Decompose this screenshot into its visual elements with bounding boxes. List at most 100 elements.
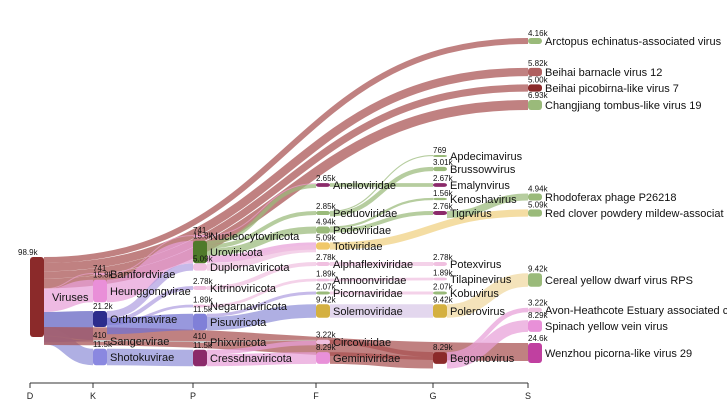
node-sangervirae[interactable]: [93, 340, 107, 342]
link-kitrinoviricota-to-alphaflexiviridae[interactable]: [206, 262, 317, 290]
node-negarnaviricota[interactable]: [193, 304, 207, 308]
node-tigrvirus[interactable]: [433, 211, 447, 215]
node-value-pisuviricota: 11.5k: [193, 305, 213, 314]
link-pisuviricota-to-solemoviridae[interactable]: [206, 304, 317, 331]
node-value-brussowvirus: 3.01k: [433, 158, 454, 167]
link-nucleocytoviricota-to-anelloviridae[interactable]: [206, 183, 317, 237]
node-polerovirus[interactable]: [433, 304, 447, 318]
node-emalynvirus[interactable]: [433, 183, 447, 187]
axis-label-K: K: [90, 391, 96, 401]
link-begomovirus-to-spinach-yellow[interactable]: [446, 320, 529, 369]
link-geminiviridae-to-begomovirus[interactable]: [329, 352, 434, 369]
node-solemoviridae[interactable]: [316, 304, 330, 318]
node-label-anelloviridae: Anelloviridae: [333, 180, 396, 192]
node-label-beihai-picobirna: Beihai picobirna-like virus 7: [545, 83, 679, 95]
link-cressdnaviricota-to-geminiviridae[interactable]: [206, 352, 317, 367]
link-phixviricota-to-circoviridae[interactable]: [206, 339, 317, 342]
node-circoviridae[interactable]: [316, 339, 330, 345]
node-label-bamfordvirae: Bamfordvirae: [110, 269, 175, 281]
link-amnoonviridae-to-tilapinevirus[interactable]: [329, 277, 434, 282]
node-cressdnaviricota[interactable]: [193, 349, 207, 367]
node-viruses[interactable]: [30, 257, 44, 337]
node-apdecimavirus[interactable]: [433, 155, 447, 157]
node-kobuvirus[interactable]: [433, 291, 447, 295]
link-orthornavirae-to-pisuviricota[interactable]: [106, 313, 194, 335]
link-cressdnaviricota-to-circoviridae[interactable]: [206, 340, 317, 355]
node-begomovirus[interactable]: [433, 352, 447, 364]
node-spinach-yellow[interactable]: [528, 320, 542, 332]
node-label-orthornavirae: Orthornavirae: [110, 314, 177, 326]
link-viruses-to-arctopus[interactable]: [43, 38, 529, 263]
link-bamfordvirae-to-nucleocytoviricota[interactable]: [106, 235, 194, 275]
node-anelloviridae[interactable]: [316, 183, 330, 187]
link-uroviricota-to-peduoviridae[interactable]: [206, 210, 317, 249]
link-podoviridae-to-kenoshavirus[interactable]: [329, 197, 434, 229]
axis-label-S: S: [525, 391, 531, 401]
link-uroviricota-to-podoviridae[interactable]: [206, 226, 317, 256]
link-shotokuvirae-to-cressdnaviricota[interactable]: [106, 348, 194, 367]
node-beihai-barnacle[interactable]: [528, 67, 542, 77]
link-uroviricota-to-anelloviridae[interactable]: [206, 184, 317, 245]
link-duplornaviricota-to-totiviridae[interactable]: [206, 244, 317, 271]
link-orthornavirae-to-duplornaviricota[interactable]: [106, 263, 194, 319]
node-podoviridae[interactable]: [316, 226, 330, 234]
node-changjiang[interactable]: [528, 100, 542, 110]
link-begomovirus-to-avon-heathcote[interactable]: [446, 307, 529, 357]
link-viruses-to-heunggongvirae[interactable]: [43, 279, 94, 312]
node-amnoonviridae[interactable]: [316, 278, 330, 282]
link-viruses-to-orthornavirae[interactable]: [43, 311, 94, 343]
nodes-layer: 98.9kViruses741Bamfordvirae15.8kHeunggon…: [18, 29, 727, 367]
node-label-kitrinoviricota: Kitrinoviricota: [210, 283, 277, 295]
node-uroviricota[interactable]: [193, 240, 207, 264]
node-beihai-picobirna[interactable]: [528, 84, 542, 92]
node-nucleocytoviricota[interactable]: [193, 235, 207, 237]
node-picornaviridae[interactable]: [316, 291, 330, 295]
link-negarnaviricota-to-amnoonviridae[interactable]: [206, 278, 317, 308]
node-rhodoferax[interactable]: [528, 193, 542, 201]
node-label-brussowvirus: Brussowvirus: [450, 164, 516, 176]
node-label-podoviridae: Podoviridae: [333, 225, 391, 237]
node-duplornaviricota[interactable]: [193, 263, 207, 271]
link-podoviridae-to-tigrvirus[interactable]: [329, 211, 434, 233]
link-viruses-to-bamfordvirae[interactable]: [43, 273, 94, 290]
node-value-red-clover: 5.09k: [528, 200, 549, 209]
node-heunggongvirae[interactable]: [93, 279, 107, 303]
link-pisuviricota-to-picornaviridae[interactable]: [206, 291, 317, 317]
node-kenoshavirus[interactable]: [433, 197, 447, 201]
link-viruses-to-beihai-picobirna[interactable]: [43, 84, 529, 279]
node-red-clover[interactable]: [528, 209, 542, 217]
node-totiviridae[interactable]: [316, 242, 330, 250]
node-label-pisuviricota: Pisuviricota: [210, 317, 267, 329]
link-totiviridae-to-red-clover[interactable]: [329, 209, 529, 250]
link-peduoviridae-to-apdecimavirus[interactable]: [329, 155, 434, 213]
node-kitrinoviricota[interactable]: [193, 286, 207, 290]
node-label-peduoviridae: Peduoviridae: [333, 208, 397, 220]
node-avon-heathcote[interactable]: [528, 307, 542, 313]
node-pisuviricota[interactable]: [193, 313, 207, 331]
links-layer: [43, 38, 529, 369]
link-peduoviridae-to-brussowvirus[interactable]: [329, 166, 434, 217]
link-circoviridae-to-begomovirus[interactable]: [329, 339, 434, 357]
node-geminiviridae[interactable]: [316, 352, 330, 364]
node-wenzhou[interactable]: [528, 343, 542, 363]
node-cereal-yellow[interactable]: [528, 273, 542, 287]
node-label-rhodoferax: Rhodoferax phage P26218: [545, 192, 677, 204]
node-value-heunggongvirae: 15.8k: [93, 271, 114, 280]
link-viruses-to-beihai-barnacle[interactable]: [43, 67, 529, 272]
node-potexvirus[interactable]: [433, 262, 447, 266]
node-arctopus[interactable]: [528, 38, 542, 44]
node-alphaflexiviridae[interactable]: [316, 262, 330, 266]
link-heunggongvirae-to-uroviricota[interactable]: [106, 240, 194, 303]
node-peduoviridae[interactable]: [316, 210, 330, 216]
link-sangervirae-to-phixviricota[interactable]: [106, 340, 194, 342]
node-bamfordvirae[interactable]: [93, 273, 107, 275]
link-polerovirus-to-cereal-yellow[interactable]: [446, 273, 529, 318]
node-phixviricota[interactable]: [193, 341, 207, 343]
node-tilapinevirus[interactable]: [433, 277, 447, 281]
node-orthornavirae[interactable]: [93, 311, 107, 327]
node-brussowvirus[interactable]: [433, 166, 447, 172]
node-value-picornaviridae: 2.07k: [316, 283, 337, 292]
node-label-potexvirus: Potexvirus: [450, 259, 502, 271]
node-shotokuvirae[interactable]: [93, 348, 107, 366]
link-tigrvirus-to-rhodoferax[interactable]: [446, 193, 529, 219]
